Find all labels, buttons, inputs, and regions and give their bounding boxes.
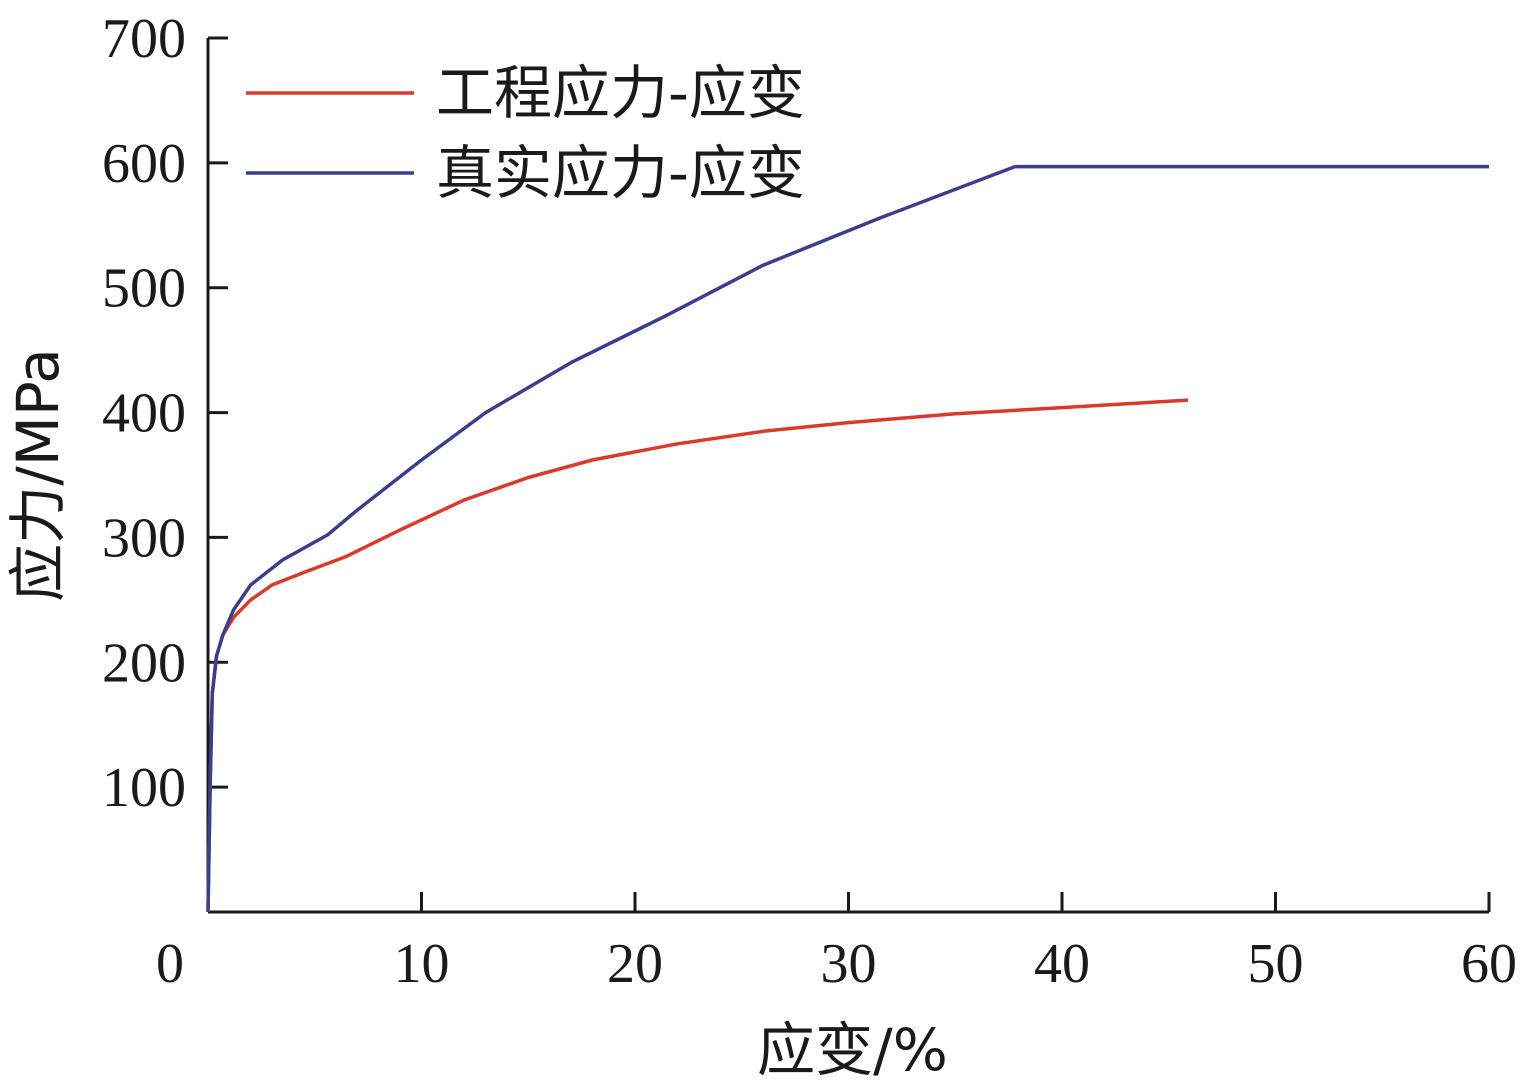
y-tick-label: 700 <box>102 8 186 70</box>
x-tick-label: 0 <box>156 933 184 995</box>
y-axis-title: 应力/MPa <box>4 348 72 602</box>
x-tick-label: 60 <box>1461 933 1517 995</box>
y-tick-label: 400 <box>102 383 186 445</box>
x-axis-title: 应变/% <box>757 1016 948 1084</box>
x-tick-label: 40 <box>1034 933 1090 995</box>
series-line-1 <box>206 398 1189 913</box>
x-ticks: 0 10 20 30 40 50 60 <box>156 892 1517 995</box>
x-tick-label: 50 <box>1248 933 1304 995</box>
y-tick-label: 500 <box>102 258 186 320</box>
legend-label-1: 工程应力-应变 <box>436 59 805 127</box>
y-tick-label: 100 <box>102 757 186 819</box>
x-tick-label: 20 <box>607 933 663 995</box>
legend-label-2: 真实应力-应变 <box>436 139 805 207</box>
y-tick-label: 200 <box>102 632 186 694</box>
series-line-2 <box>206 164 1489 913</box>
x-tick-label: 30 <box>821 933 877 995</box>
y-tick-label: 600 <box>102 133 186 195</box>
y-tick-label: 300 <box>102 507 186 569</box>
series-layer <box>206 164 1489 913</box>
y-ticks: 100 200 300 400 500 600 700 <box>102 8 228 819</box>
x-tick-label: 10 <box>394 933 450 995</box>
